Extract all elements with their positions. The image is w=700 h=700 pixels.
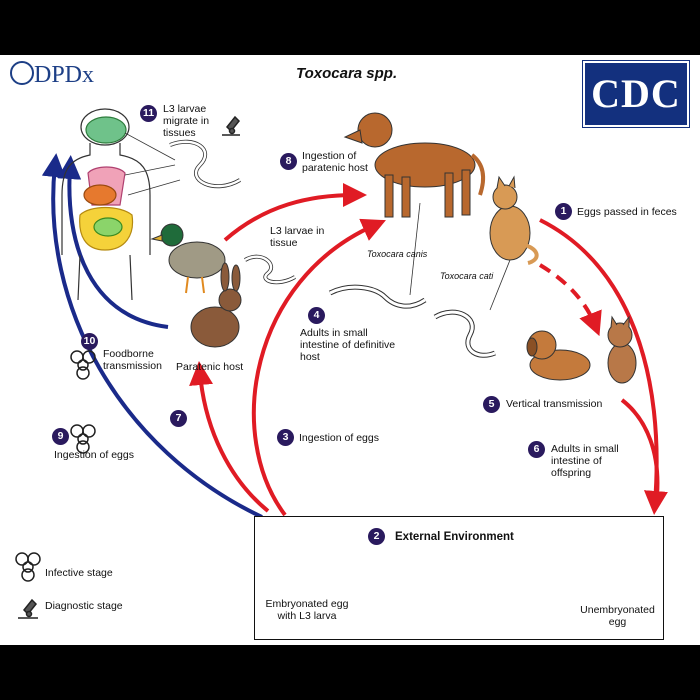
label-step-10: Foodborne transmission xyxy=(103,348,162,372)
step-badge-5: 5 xyxy=(483,396,500,413)
dpdx-logo: DPDx xyxy=(10,61,94,89)
label-paratenic-host: Paratenic host xyxy=(176,361,244,373)
cat xyxy=(489,175,539,265)
toxocara-cati-worm xyxy=(433,309,496,358)
label-l3-in-tissue: L3 larvae in tissue xyxy=(270,225,325,249)
step-badge-6: 6 xyxy=(528,441,545,458)
legend-diagnostic-stage: Diagnostic stage xyxy=(45,600,123,612)
biohazard-icon xyxy=(70,350,96,380)
microscope-icon xyxy=(222,115,241,136)
step-badge-8: 8 xyxy=(280,153,297,170)
label-unembryonated-egg: Unembryonated egg xyxy=(580,604,655,628)
arrow-ingestion-eggs-dog xyxy=(251,218,386,517)
label-step-2: External Environment xyxy=(395,531,514,543)
label-toxocara-cati: Toxocara cati xyxy=(440,271,494,281)
cdc-logo: CDC xyxy=(582,60,690,128)
step-badge-11: 11 xyxy=(140,105,157,122)
label-toxocara-canis: Toxocara canis xyxy=(367,249,428,259)
label-step-8: Ingestion of paratenic host xyxy=(302,150,368,174)
puppy xyxy=(526,330,591,381)
step-badge-9: 9 xyxy=(52,428,69,445)
step-badge-1: 1 xyxy=(555,203,572,220)
label-step-5: Vertical transmission xyxy=(506,398,603,410)
arrow-foodborne xyxy=(57,155,169,329)
step-badge-10: 10 xyxy=(81,333,98,350)
arrow-ingestion-eggs-human xyxy=(41,153,263,519)
larva-migrate xyxy=(169,139,242,189)
label-embryonated-egg: Embryonated egg with L3 larva xyxy=(265,598,349,622)
label-step-4: Adults in small intestine of definitive … xyxy=(300,327,396,363)
legend-infective-stage: Infective stage xyxy=(45,567,113,579)
life-cycle-diagram: DPDx Toxocara spp. CDC 11 L3 larvae migr… xyxy=(0,55,700,645)
step-badge-7: 7 xyxy=(170,410,187,427)
label-step-3: Ingestion of eggs xyxy=(299,432,379,444)
label-step-11: L3 larvae migrate in tissues xyxy=(163,103,210,139)
arrow-eggs-in-feces xyxy=(539,218,668,515)
rabbit xyxy=(190,262,242,348)
arrow-vertical-transmission xyxy=(538,263,602,337)
microscope-icon-legend xyxy=(18,598,38,619)
globe-icon xyxy=(10,61,34,85)
arrow-offspring xyxy=(620,398,660,496)
label-step-6: Adults in small intestine of offspring xyxy=(551,443,619,479)
human-figure xyxy=(61,108,151,301)
page-title: Toxocara spp. xyxy=(296,65,398,82)
step-badge-3: 3 xyxy=(277,429,294,446)
biohazard-icon-legend xyxy=(15,552,41,582)
step-badge-4: 4 xyxy=(308,307,325,324)
biohazard-icon xyxy=(70,424,96,454)
duck xyxy=(150,223,226,294)
label-step-9: Ingestion of eggs xyxy=(54,449,134,461)
label-step-1: Eggs passed in feces xyxy=(577,206,677,218)
step-badge-2: 2 xyxy=(368,528,385,545)
arrow-paratenic-to-dog xyxy=(223,183,367,242)
kitten xyxy=(607,315,637,384)
external-environment-box xyxy=(254,516,664,640)
dog xyxy=(343,112,486,218)
arrow-to-paratenic xyxy=(189,361,270,513)
